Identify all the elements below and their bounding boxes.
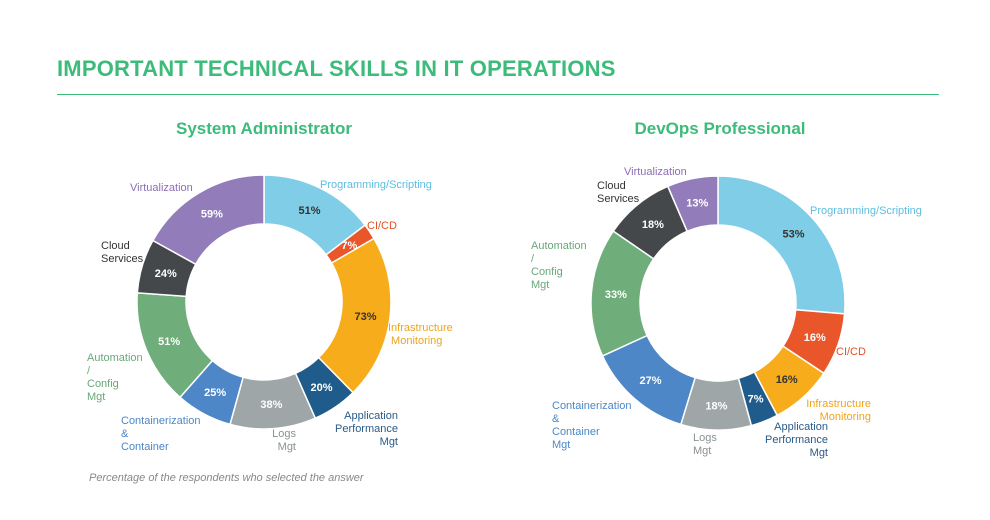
category-label-automation-config-mgt: Automation / Config Mgt [531, 240, 587, 291]
footnote: Percentage of the respondents who select… [89, 472, 364, 484]
page-title: IMPORTANT TECHNICAL SKILLS IN IT OPERATI… [57, 56, 616, 81]
slice-programming-scripting [717, 175, 846, 315]
chart-title-devops-professional: DevOps Professional [634, 119, 806, 138]
category-label-virtualization: Virtualization [130, 182, 193, 194]
data-label-virtualization: 59% [201, 209, 223, 221]
data-label-logs-mgt: 18% [705, 400, 727, 412]
category-label-infrastructure-monitoring: Infrastructure Monitoring [388, 322, 453, 347]
data-label-application-performance-mgt: 20% [311, 382, 333, 394]
category-label-ci-cd: CI/CD [367, 220, 397, 232]
data-label-application-performance-mgt: 7% [748, 393, 764, 405]
category-label-application-performance-mgt: Application Performance Mgt [335, 410, 398, 448]
data-label-programming-scripting: 51% [299, 205, 321, 217]
category-label-logs-mgt: Logs Mgt [272, 428, 296, 453]
category-label-infrastructure-monitoring: Infrastructure Monitoring [806, 398, 871, 423]
category-label-automation-config-mgt: Automation / Config Mgt [87, 352, 143, 403]
data-label-automation-config-mgt: 33% [605, 289, 627, 301]
data-label-containerization-container: 25% [204, 387, 226, 399]
category-label-containerization-container-mgt: Containerization & Container Mgt [552, 400, 632, 451]
data-label-automation-config-mgt: 51% [158, 336, 180, 348]
category-label-ci-cd: CI/CD [836, 346, 866, 358]
data-label-ci-cd: 7% [341, 240, 357, 252]
data-label-programming-scripting: 53% [783, 229, 805, 241]
category-label-application-performance-mgt: Application Performance Mgt [765, 421, 828, 459]
category-label-programming-scripting: Programming/Scripting [810, 205, 922, 217]
data-label-logs-mgt: 38% [260, 399, 282, 411]
data-label-ci-cd: 16% [804, 332, 826, 344]
title-divider [57, 94, 939, 95]
data-label-containerization-container-mgt: 27% [639, 375, 661, 387]
chart-title-system-administrator: System Administrator [175, 119, 353, 138]
data-label-infrastructure-monitoring: 73% [355, 311, 377, 323]
category-label-logs-mgt: Logs Mgt [693, 432, 717, 457]
data-label-cloud-services: 24% [155, 268, 177, 280]
slice-virtualization [151, 174, 265, 266]
data-label-cloud-services: 18% [642, 219, 664, 231]
data-label-virtualization: 13% [686, 198, 708, 210]
data-label-infrastructure-monitoring: 16% [776, 374, 798, 386]
category-label-cloud-services: Cloud Services [597, 180, 640, 205]
category-label-programming-scripting: Programming/Scripting [320, 179, 432, 191]
slice-virtualization [666, 175, 719, 233]
category-label-containerization-container: Containerization & Container [121, 415, 201, 453]
category-label-virtualization: Virtualization [624, 166, 687, 178]
category-label-cloud-services: Cloud Services [101, 240, 144, 265]
